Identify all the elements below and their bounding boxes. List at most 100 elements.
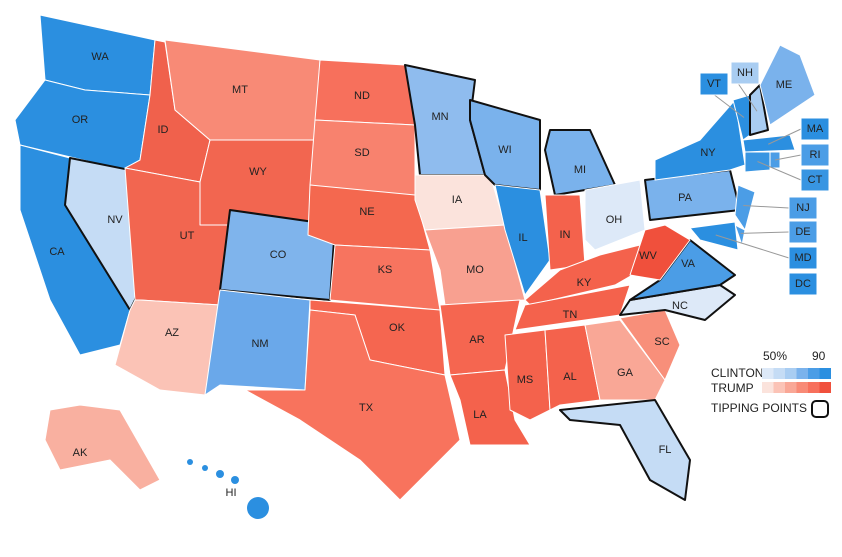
state [544, 324, 601, 411]
state-label: MO [466, 264, 484, 276]
state-label: MI [574, 164, 586, 176]
state-label: WI [498, 144, 511, 156]
state-label: SC [654, 336, 669, 348]
state-label: MA [807, 123, 824, 135]
tipping-swatch [811, 400, 829, 418]
state-label: WV [639, 250, 657, 262]
labels: WA OR CA NV ID MT WY UT AZ CO NM ND SD NE KS OK TX MN IA MO… [49, 51, 830, 499]
state [749, 84, 769, 136]
state [584, 179, 646, 251]
state [629, 239, 736, 301]
state-label: VA [681, 258, 696, 270]
legend-trump: TRUMP [711, 381, 754, 395]
state [114, 299, 221, 396]
state [544, 129, 616, 196]
state-label: DC [795, 278, 811, 290]
state-label: IA [452, 194, 463, 206]
state-label: AK [73, 447, 88, 459]
legend-swatch [796, 368, 808, 379]
state-label: WA [91, 51, 109, 63]
state [504, 329, 551, 421]
state-label: PA [678, 192, 693, 204]
state-label: CA [49, 246, 65, 258]
legend-high: 90 [812, 349, 826, 363]
states [14, 14, 816, 519]
state-box [730, 61, 760, 85]
legend-swatch [808, 368, 820, 379]
leader [715, 234, 790, 259]
legend-swatch [796, 382, 808, 393]
state-label: LA [473, 409, 487, 421]
state [654, 99, 746, 181]
state [689, 221, 739, 251]
state-label: AR [469, 334, 484, 346]
state-label: GA [617, 367, 634, 379]
legend-swatch [785, 382, 797, 393]
leader [774, 154, 802, 161]
legend-swatch [819, 368, 831, 379]
island [202, 465, 208, 471]
state-label: OH [606, 214, 623, 226]
state-label: AL [563, 371, 576, 383]
state-label: TN [563, 309, 578, 321]
legend-swatch [762, 382, 774, 393]
state-label: NV [107, 214, 123, 226]
state-label: HI [226, 487, 237, 499]
legend-low: 50% [763, 349, 787, 363]
legend-swatch [762, 368, 774, 379]
state-label: DE [795, 226, 810, 238]
state-label: IL [518, 232, 527, 244]
island [247, 497, 269, 519]
state-label: OR [72, 114, 89, 126]
state-box [788, 220, 818, 244]
state-label: CT [808, 174, 823, 186]
legend-swatch [785, 368, 797, 379]
state-label: IN [560, 229, 571, 241]
state-label: ME [776, 79, 793, 91]
state-box [788, 272, 818, 296]
leader [768, 128, 802, 145]
state-label: VT [707, 78, 721, 90]
state [584, 319, 666, 401]
state [449, 369, 531, 446]
state [44, 404, 161, 491]
island [231, 476, 239, 484]
state-label: MD [794, 252, 811, 264]
state-label: ID [158, 124, 169, 136]
state-label: WY [249, 166, 267, 178]
state-box [800, 143, 830, 167]
state-label: KS [378, 264, 393, 276]
state-label: NH [737, 67, 753, 79]
state-label: NJ [796, 202, 809, 214]
state [244, 309, 461, 501]
state-label: NM [251, 338, 268, 350]
island [216, 470, 224, 478]
island [187, 459, 193, 465]
state [734, 224, 746, 246]
state [759, 44, 816, 126]
state-label: MT [232, 84, 248, 96]
state-box [699, 72, 729, 96]
legend-swatch [773, 382, 785, 393]
state-label: TX [359, 402, 374, 414]
state-label: KY [577, 277, 592, 289]
state [734, 184, 756, 231]
state-label: NE [359, 206, 374, 218]
state [329, 244, 441, 311]
state-box [788, 246, 818, 270]
legend-tipping: TIPPING POINTS [711, 401, 807, 415]
state-label: CO [270, 249, 287, 261]
state-label: SD [354, 147, 369, 159]
state-label: MS [517, 374, 534, 386]
state-label: ND [354, 90, 370, 102]
state-label: OK [389, 322, 406, 334]
state-label: MN [431, 111, 448, 123]
legend-clinton: CLINTON [711, 366, 763, 380]
state-box [788, 196, 818, 220]
legend-swatch [819, 382, 831, 393]
state-label: NY [700, 147, 716, 159]
state [204, 289, 311, 396]
state-label: AZ [165, 327, 179, 339]
state-label: RI [810, 149, 821, 161]
